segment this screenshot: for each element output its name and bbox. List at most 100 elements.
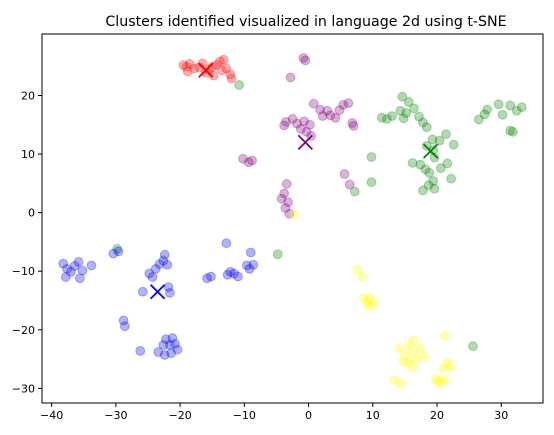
data-point [113,246,124,257]
data-point [473,114,484,125]
data-point [221,238,232,249]
data-point [434,135,445,146]
centroid-stroke [297,134,313,150]
data-point [112,244,123,254]
data-point [285,72,296,83]
data-point [242,260,252,271]
data-points-layer [58,53,527,389]
data-point [352,264,363,275]
data-point [137,286,148,297]
axis-ticks-layer: −40 −30 −20 −10 0 10 20 30 −30 −20 −10 0 10 20 [12,90,508,423]
centroid-stroke [422,143,439,159]
data-point [181,61,192,72]
data-point [272,249,283,260]
data-point [292,118,302,129]
chart-title: Clusters identified visualized in langua… [105,14,506,30]
data-point [493,99,504,110]
x-tick-label: 20 [430,409,444,422]
centroids-layer [149,62,439,300]
data-point [208,70,219,81]
data-point [505,125,516,136]
data-point [439,330,450,341]
data-point [507,126,518,137]
data-point [158,340,169,350]
data-point [325,110,336,121]
data-point [60,272,71,282]
data-point [347,118,358,128]
data-point [75,273,85,284]
data-point [409,335,419,346]
data-point [158,255,169,266]
data-point [281,116,291,127]
y-tick-label: 0 [28,207,35,220]
data-point [299,116,309,127]
data-point [73,256,84,267]
centroid-stroke [198,62,214,78]
data-point [287,114,298,124]
data-point [147,272,158,282]
data-point [338,99,349,110]
data-point [243,157,254,168]
y-tick-label: −10 [12,265,35,278]
data-point [366,177,377,188]
data-point [365,293,376,304]
data-point [344,179,355,190]
data-point [154,259,165,270]
data-point [417,185,428,196]
data-point [161,334,171,345]
centroid-marker [422,143,439,159]
data-point [395,105,406,116]
data-point [366,152,377,162]
data-point [420,164,431,175]
data-point [247,155,257,166]
data-point [234,80,245,90]
data-point [369,297,379,308]
data-point [58,258,69,269]
data-point [218,54,229,65]
data-point [415,343,426,354]
data-point [216,65,227,76]
data-point [429,152,440,163]
data-point [394,343,405,354]
x-tick-label: 10 [366,409,380,422]
data-point [118,315,129,326]
data-point [442,357,453,368]
data-point [182,66,193,77]
y-tick-label: −20 [12,324,35,337]
data-point [409,103,419,114]
data-point [284,208,295,219]
data-point [446,173,457,184]
x-tick-label: −40 [40,409,63,422]
data-point [441,129,451,140]
data-point [248,259,259,270]
data-point [164,287,175,298]
data-point [343,98,354,109]
data-point [159,350,170,360]
data-point [433,376,444,387]
data-point [315,104,326,115]
data-point [245,247,256,258]
data-point [403,357,414,368]
data-point [86,260,97,271]
data-point [229,268,239,279]
data-point [330,112,341,123]
centroid-marker [149,284,166,300]
data-point [233,271,243,282]
data-point [200,67,211,78]
data-point [417,117,428,128]
data-point [164,340,175,350]
data-point [403,340,414,350]
data-point [407,362,418,373]
data-point [317,111,328,121]
data-point [226,73,237,84]
data-point [387,111,397,121]
data-point [189,63,200,74]
data-point [427,134,438,145]
data-point [166,348,177,359]
data-point [162,259,173,270]
data-point [435,377,446,388]
data-point [376,112,387,123]
data-point [225,266,236,277]
data-point [423,180,434,191]
